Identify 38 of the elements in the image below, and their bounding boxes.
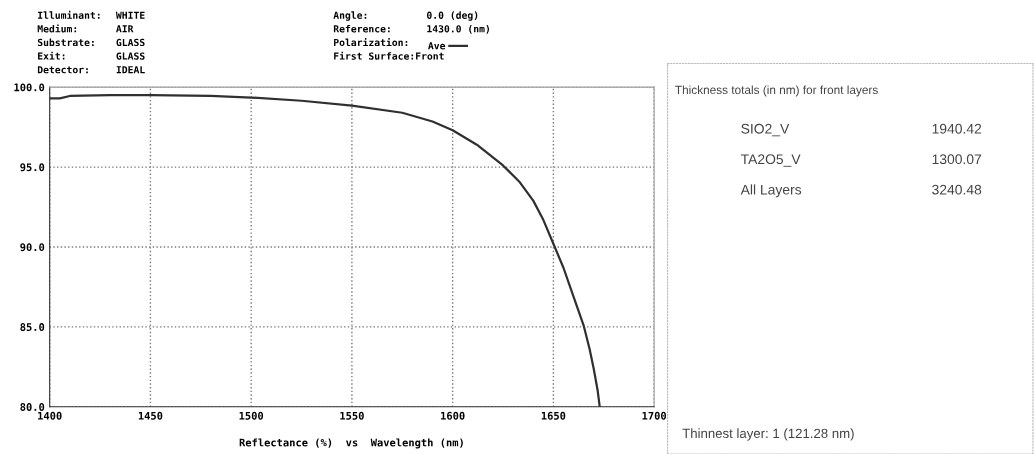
x-tick-label: 1500 — [239, 411, 264, 420]
text: Substrate: — [37, 38, 94, 47]
text: GLASS — [116, 52, 145, 60]
y-tick-label: 80.0 — [20, 403, 45, 411]
legend-label: Ave — [428, 42, 446, 50]
text: Detector: — [37, 66, 88, 74]
text: GLASS — [116, 38, 145, 47]
x-tick-label: 1450 — [138, 411, 163, 420]
text: Exit: — [38, 51, 65, 60]
y-tick-label: 90.0 — [20, 243, 45, 252]
text: SIO2_V — [741, 123, 790, 137]
text: Medium: — [37, 24, 77, 33]
text: Thickness totals (in nm) for front layers — [675, 85, 878, 97]
text: Reference: — [333, 24, 390, 33]
x-tick-label: 1550 — [340, 411, 364, 420]
text: All Layers — [740, 184, 802, 198]
text: 1940.42 — [932, 123, 982, 134]
x-axis-title: Reflectance (%) vs Wavelength (nm) — [239, 438, 463, 449]
text: 1430.0 (nm) — [427, 24, 489, 34]
text: 1300.07 — [932, 154, 982, 165]
x-tick-label: 1400 — [38, 411, 62, 420]
text: Illuminant: — [38, 10, 100, 19]
text: First Surface:Front — [334, 51, 444, 60]
x-tick-label: 1700 — [642, 411, 667, 420]
y-tick-label: 100.0 — [14, 83, 45, 92]
text: Thinnest layer: 1 (121.28 nm) — [682, 428, 854, 441]
text: TA2O5_V — [740, 154, 801, 167]
text: AIR — [116, 25, 134, 33]
text: 3240.48 — [932, 184, 982, 195]
x-tick-label: 1650 — [541, 411, 566, 420]
text: Polarization: — [334, 38, 408, 47]
y-tick-label: 95.0 — [20, 163, 45, 172]
text: Angle: — [333, 11, 367, 21]
text: WHITE — [115, 11, 145, 19]
text: 0.0 (deg) — [427, 11, 478, 21]
y-tick-label: 85.0 — [20, 323, 45, 331]
x-tick-label: 1600 — [441, 411, 465, 420]
text: IDEAL — [116, 66, 145, 74]
